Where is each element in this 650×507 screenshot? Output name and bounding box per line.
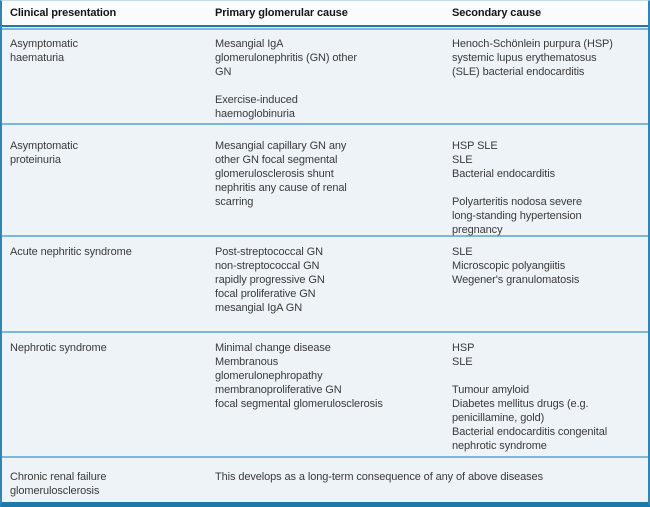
table-row-chronic-renal-failure: Chronic renal failure glomerulosclerosis… xyxy=(2,458,648,502)
cell-presentation: Asymptomatic haematuria xyxy=(10,38,78,64)
table-row-nephrotic-syndrome: Nephrotic syndrome Minimal change diseas… xyxy=(2,333,648,458)
cell-primary-cause: Post-streptococcal GN non-streptococcal … xyxy=(215,246,325,314)
cell-presentation: Chronic renal failure glomerulosclerosis xyxy=(10,471,107,497)
header-secondary-cause: Secondary cause xyxy=(452,7,541,19)
cell-secondary-cause: HSP SLE SLE Bacterial endocarditis Polya… xyxy=(452,140,582,236)
cell-primary-cause: Minimal change disease Membranous glomer… xyxy=(215,342,383,410)
cell-secondary-cause: Henoch-Schönlein purpura (HSP) systemic … xyxy=(452,38,613,78)
cell-presentation: Asymptomatic proteinuria xyxy=(10,140,78,166)
cell-presentation: Nephrotic syndrome xyxy=(10,342,107,354)
cell-presentation: Acute nephritic syndrome xyxy=(10,246,132,258)
header-separator-rule xyxy=(2,25,648,30)
table-row-asymptomatic-proteinuria: Asymptomatic proteinuria Mesangial capil… xyxy=(2,125,648,237)
header-primary-glomerular-cause: Primary glomerular cause xyxy=(215,7,348,19)
table-row-asymptomatic-haematuria: Asymptomatic haematuria Mesangial IgA gl… xyxy=(2,30,648,125)
header-clinical-presentation: Clinical presentation xyxy=(10,7,117,19)
cell-spanning-note: This develops as a long-term consequence… xyxy=(215,471,543,483)
cell-primary-cause: Mesangial capillary GN any other GN foca… xyxy=(215,140,347,208)
table-row-acute-nephritic-syndrome: Acute nephritic syndrome Post-streptococ… xyxy=(2,237,648,333)
table-header-row: Clinical presentation Primary glomerular… xyxy=(2,1,648,25)
cell-secondary-cause: HSP SLE Tumour amyloid Diabetes mellitus… xyxy=(452,342,608,452)
cell-secondary-cause: SLE Microscopic polyangiitis Wegener's g… xyxy=(452,246,580,286)
cell-primary-cause: Mesangial IgA glomerulonephritis (GN) ot… xyxy=(215,38,357,120)
